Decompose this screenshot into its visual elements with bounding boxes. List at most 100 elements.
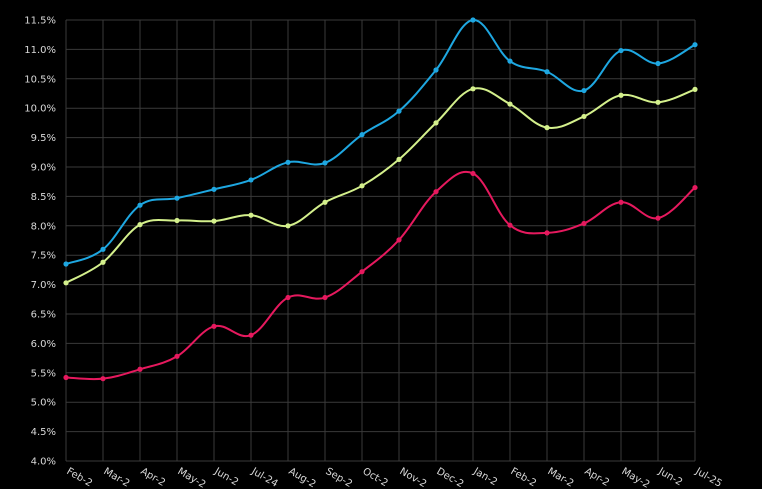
- data-point: [581, 87, 587, 94]
- data-point: [100, 376, 106, 382]
- data-point: [359, 269, 365, 275]
- data-point: [470, 86, 476, 92]
- data-point: [692, 86, 698, 92]
- data-point: [285, 159, 291, 165]
- y-tick-label: 7.0%: [31, 280, 56, 291]
- data-point: [174, 217, 180, 224]
- y-axis: 4.0% 4.5% 5.0% 5.5% 6.0% 6.5% 7.0% 7.5% 8.0% 8.5%…: [24, 16, 56, 468]
- data-point: [507, 101, 513, 107]
- data-point: [618, 199, 624, 205]
- data-point: [285, 294, 291, 301]
- x-tick-label: Oct-2: [361, 466, 390, 489]
- data-point: [211, 323, 217, 329]
- data-point: [433, 189, 439, 195]
- data-point: [544, 69, 550, 75]
- y-tick-label: 7.5%: [31, 251, 56, 262]
- data-point: [618, 47, 624, 54]
- y-tick-label: 4.0%: [31, 457, 56, 468]
- data-point: [211, 218, 217, 224]
- y-tick-label: 9.0%: [31, 163, 56, 174]
- y-tick-label: 11.5%: [24, 16, 56, 27]
- data-point: [63, 261, 69, 267]
- x-tick-label: Jan-2: [471, 466, 499, 489]
- data-point: [433, 120, 439, 126]
- series-line: [65, 19, 696, 265]
- x-tick-label: Jul-24: [249, 466, 280, 489]
- y-tick-label: 9.5%: [31, 133, 56, 144]
- data-point: [285, 223, 291, 229]
- y-tick-label: 8.0%: [31, 221, 56, 232]
- data-point: [692, 42, 698, 48]
- series-1: [63, 17, 698, 267]
- data-point: [211, 186, 217, 192]
- data-point: [174, 353, 180, 359]
- x-tick-label: May-2: [176, 466, 208, 489]
- data-point: [396, 237, 402, 243]
- series-line: [65, 171, 696, 381]
- x-tick-label: Aug-2: [287, 466, 318, 489]
- data-point: [544, 125, 550, 131]
- data-point: [137, 202, 143, 208]
- y-tick-label: 10.5%: [24, 74, 56, 85]
- data-point: [359, 132, 365, 138]
- data-point: [692, 184, 698, 191]
- x-tick-label: Jun-2: [656, 466, 685, 489]
- x-tick-label: Nov-2: [398, 466, 429, 489]
- x-tick-label: Jun-2: [212, 466, 241, 489]
- data-point: [655, 215, 661, 221]
- data-point: [137, 366, 143, 372]
- y-tick-label: 6.5%: [31, 310, 56, 321]
- data-point: [396, 108, 402, 114]
- data-point: [470, 170, 476, 177]
- data-point: [433, 67, 439, 73]
- x-tick-label: Dec-2: [435, 466, 466, 489]
- data-point: [322, 199, 328, 205]
- x-tick-label: Mar-2: [546, 466, 576, 489]
- data-point: [322, 160, 328, 166]
- data-point: [507, 222, 513, 228]
- data-point: [396, 156, 402, 162]
- series-line: [65, 87, 696, 284]
- y-tick-label: 4.5%: [31, 427, 56, 438]
- gridlines: [65, 19, 696, 462]
- x-tick-label: Jul-25: [693, 466, 724, 489]
- data-point: [63, 374, 69, 381]
- x-tick-label: Mar-2: [102, 466, 132, 489]
- data-point: [100, 246, 106, 252]
- data-point: [618, 92, 624, 98]
- data-point: [655, 60, 661, 67]
- y-tick-label: 5.5%: [31, 368, 56, 379]
- x-tick-label: Apr-2: [139, 466, 168, 489]
- data-point: [322, 294, 328, 301]
- y-tick-label: 11.0%: [24, 45, 56, 56]
- x-axis: Feb-2 Mar-2 Apr-2 May-2 Jun-2 Jul-24 Aug-2 Sep-…: [65, 466, 724, 489]
- data-point: [507, 58, 513, 64]
- data-point: [137, 222, 143, 228]
- y-tick-label: 10.0%: [24, 104, 56, 115]
- data-point: [655, 99, 661, 105]
- data-point: [359, 183, 365, 189]
- series-3: [63, 170, 698, 382]
- data-point: [100, 259, 106, 265]
- y-tick-label: 5.0%: [31, 398, 56, 409]
- data-point: [63, 280, 69, 286]
- data-point: [544, 230, 550, 236]
- data-point: [581, 113, 587, 120]
- y-tick-label: 6.0%: [31, 339, 56, 350]
- data-point: [248, 212, 254, 218]
- y-tick-label: 8.5%: [31, 192, 56, 203]
- data-point: [248, 177, 254, 183]
- series-2: [63, 86, 698, 286]
- x-tick-label: May-2: [620, 466, 652, 489]
- x-tick-label: Feb-2: [65, 466, 94, 489]
- data-point: [248, 332, 254, 338]
- series-group: [63, 17, 698, 382]
- data-point: [581, 220, 587, 227]
- x-tick-label: Sep-2: [324, 466, 354, 489]
- x-tick-label: Feb-2: [509, 466, 538, 489]
- data-point: [470, 17, 476, 23]
- x-tick-label: Apr-2: [583, 466, 612, 489]
- data-point: [174, 195, 180, 201]
